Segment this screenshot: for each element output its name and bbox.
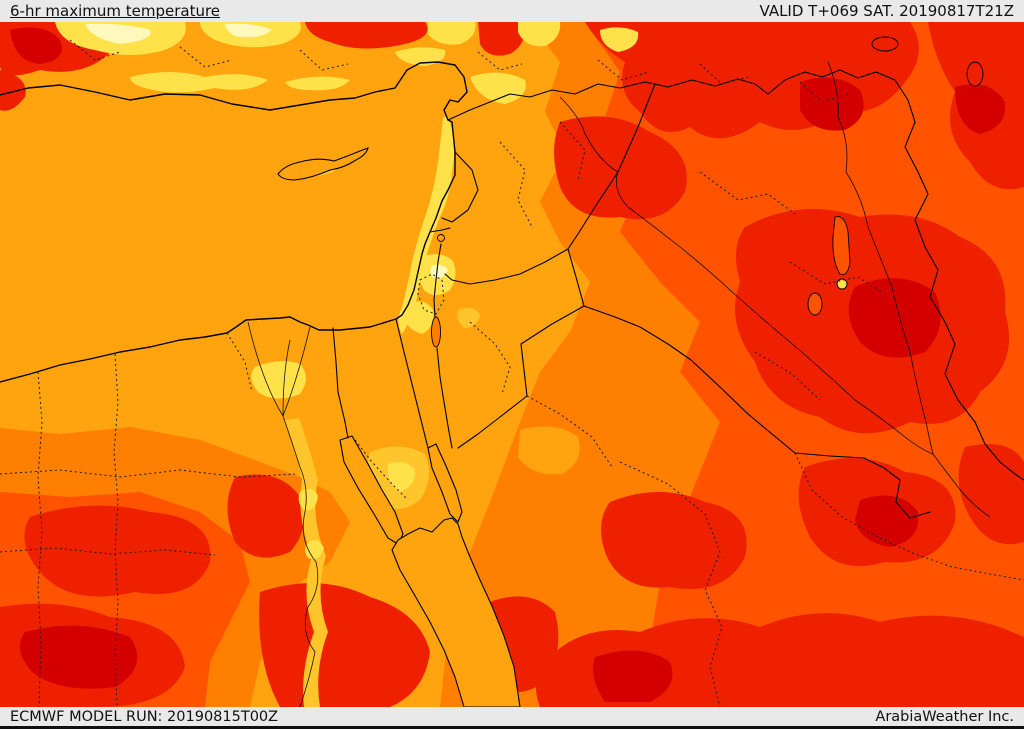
sea-of-galilee [437, 234, 445, 242]
map-title: 6-hr maximum temperature [10, 2, 221, 20]
valid-time-label: VALID T+069 SAT. 20190817T21Z [759, 2, 1014, 20]
coastlines [0, 61, 468, 383]
lake-urmia [966, 61, 984, 87]
rivers [247, 61, 991, 707]
temperature-map [0, 22, 1024, 707]
lake-tharthar [832, 216, 851, 275]
cyprus-island [277, 147, 369, 181]
red-sea [339, 435, 521, 707]
lake-van [871, 36, 899, 52]
header-bar: 6-hr maximum temperature VALID T+069 SAT… [0, 0, 1024, 22]
temperature-field [0, 22, 1024, 707]
country-borders [332, 69, 1024, 519]
heat-yellow-patches [55, 22, 848, 707]
lake-razzaza [807, 292, 823, 316]
dead-sea [431, 316, 441, 348]
footer-bar: ECMWF MODEL RUN: 20190815T00Z ArabiaWeat… [0, 707, 1024, 729]
map-area [0, 22, 1024, 707]
heat-darkred-cores [10, 27, 1006, 702]
model-run-label: ECMWF MODEL RUN: 20190815T00Z [10, 708, 279, 725]
brand-label: ArabiaWeather Inc. [875, 708, 1014, 725]
admin-boundaries [0, 39, 1024, 707]
lakes [431, 36, 984, 348]
